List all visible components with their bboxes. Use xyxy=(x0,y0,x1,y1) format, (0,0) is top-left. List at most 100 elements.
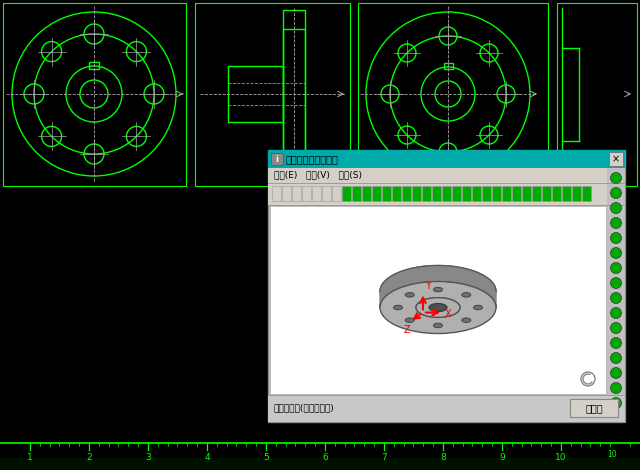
Circle shape xyxy=(611,322,621,334)
Circle shape xyxy=(611,172,621,183)
Bar xyxy=(522,186,531,201)
Bar xyxy=(607,168,625,422)
Text: 編集(E)   表示(V)   設定(S): 編集(E) 表示(V) 設定(S) xyxy=(274,171,362,180)
Bar xyxy=(552,186,561,201)
Text: 9: 9 xyxy=(499,453,505,462)
Bar xyxy=(283,10,305,178)
Text: 1: 1 xyxy=(27,453,33,462)
Text: 4: 4 xyxy=(204,453,210,462)
Text: Y: Y xyxy=(425,281,431,290)
Ellipse shape xyxy=(380,266,496,318)
Bar xyxy=(268,395,625,422)
Ellipse shape xyxy=(462,318,471,322)
Ellipse shape xyxy=(433,287,442,292)
Circle shape xyxy=(611,292,621,304)
Text: 10: 10 xyxy=(556,453,567,462)
Ellipse shape xyxy=(405,293,414,297)
Bar xyxy=(492,186,501,201)
Bar xyxy=(292,186,301,201)
Bar xyxy=(342,186,351,201)
Bar xyxy=(482,186,491,201)
Text: 6: 6 xyxy=(322,453,328,462)
Bar xyxy=(442,186,451,201)
Bar xyxy=(412,186,421,201)
Text: 5: 5 xyxy=(263,453,269,462)
Bar xyxy=(502,186,511,201)
Bar xyxy=(283,29,305,159)
Text: ×: × xyxy=(612,154,620,164)
Bar xyxy=(422,186,431,201)
Ellipse shape xyxy=(416,298,460,317)
Bar xyxy=(312,186,321,201)
Circle shape xyxy=(611,277,621,289)
Bar xyxy=(542,186,551,201)
Bar xyxy=(432,186,441,201)
Bar xyxy=(392,186,401,201)
Bar xyxy=(562,186,571,201)
Circle shape xyxy=(611,233,621,243)
Bar xyxy=(228,66,283,122)
Text: X: X xyxy=(445,308,452,319)
Bar xyxy=(382,186,391,201)
Polygon shape xyxy=(408,298,438,317)
Text: 回転モード(左ドラッグ): 回転モード(左ドラッグ) xyxy=(274,404,335,413)
Ellipse shape xyxy=(394,306,403,310)
Circle shape xyxy=(611,352,621,363)
Circle shape xyxy=(611,307,621,319)
Ellipse shape xyxy=(433,323,442,328)
Bar xyxy=(352,186,361,201)
Bar xyxy=(572,186,581,201)
Circle shape xyxy=(611,248,621,258)
Bar xyxy=(282,186,291,201)
Bar xyxy=(272,186,281,201)
Ellipse shape xyxy=(380,282,496,334)
Bar xyxy=(472,186,481,201)
Polygon shape xyxy=(380,266,496,307)
Bar xyxy=(0,458,640,470)
Bar xyxy=(532,186,541,201)
Bar xyxy=(609,152,623,166)
Circle shape xyxy=(611,383,621,393)
Bar xyxy=(452,186,461,201)
Bar xyxy=(89,62,99,69)
Circle shape xyxy=(611,218,621,228)
Circle shape xyxy=(611,188,621,198)
Bar xyxy=(271,153,283,165)
Bar xyxy=(302,186,311,201)
Bar xyxy=(270,206,606,394)
Bar xyxy=(372,186,381,201)
Bar xyxy=(332,186,341,201)
Bar xyxy=(444,63,453,69)
Text: 8: 8 xyxy=(440,453,446,462)
Ellipse shape xyxy=(403,298,413,317)
Bar xyxy=(268,183,625,205)
Text: i: i xyxy=(275,155,278,164)
Bar xyxy=(557,3,637,186)
Ellipse shape xyxy=(462,293,471,297)
Circle shape xyxy=(611,203,621,213)
Bar xyxy=(195,3,350,186)
Ellipse shape xyxy=(429,304,447,312)
Ellipse shape xyxy=(474,306,483,310)
Text: 閉じる: 閉じる xyxy=(585,403,603,413)
Text: 3: 3 xyxy=(145,453,151,462)
Circle shape xyxy=(611,337,621,348)
Bar xyxy=(570,399,618,417)
Ellipse shape xyxy=(416,298,460,317)
Bar xyxy=(268,150,625,168)
Bar xyxy=(582,186,591,201)
Circle shape xyxy=(611,398,621,408)
Text: Z: Z xyxy=(404,324,410,335)
Bar xyxy=(358,3,548,186)
Text: モデルのプレビュー: モデルのプレビュー xyxy=(286,154,339,164)
Circle shape xyxy=(611,263,621,274)
Bar xyxy=(268,150,625,422)
Bar xyxy=(462,186,471,201)
Bar xyxy=(512,186,521,201)
Bar xyxy=(402,186,411,201)
Bar xyxy=(322,186,331,201)
Bar xyxy=(3,3,186,186)
Text: 7: 7 xyxy=(381,453,387,462)
Text: 10: 10 xyxy=(607,450,617,459)
Text: 2: 2 xyxy=(86,453,92,462)
